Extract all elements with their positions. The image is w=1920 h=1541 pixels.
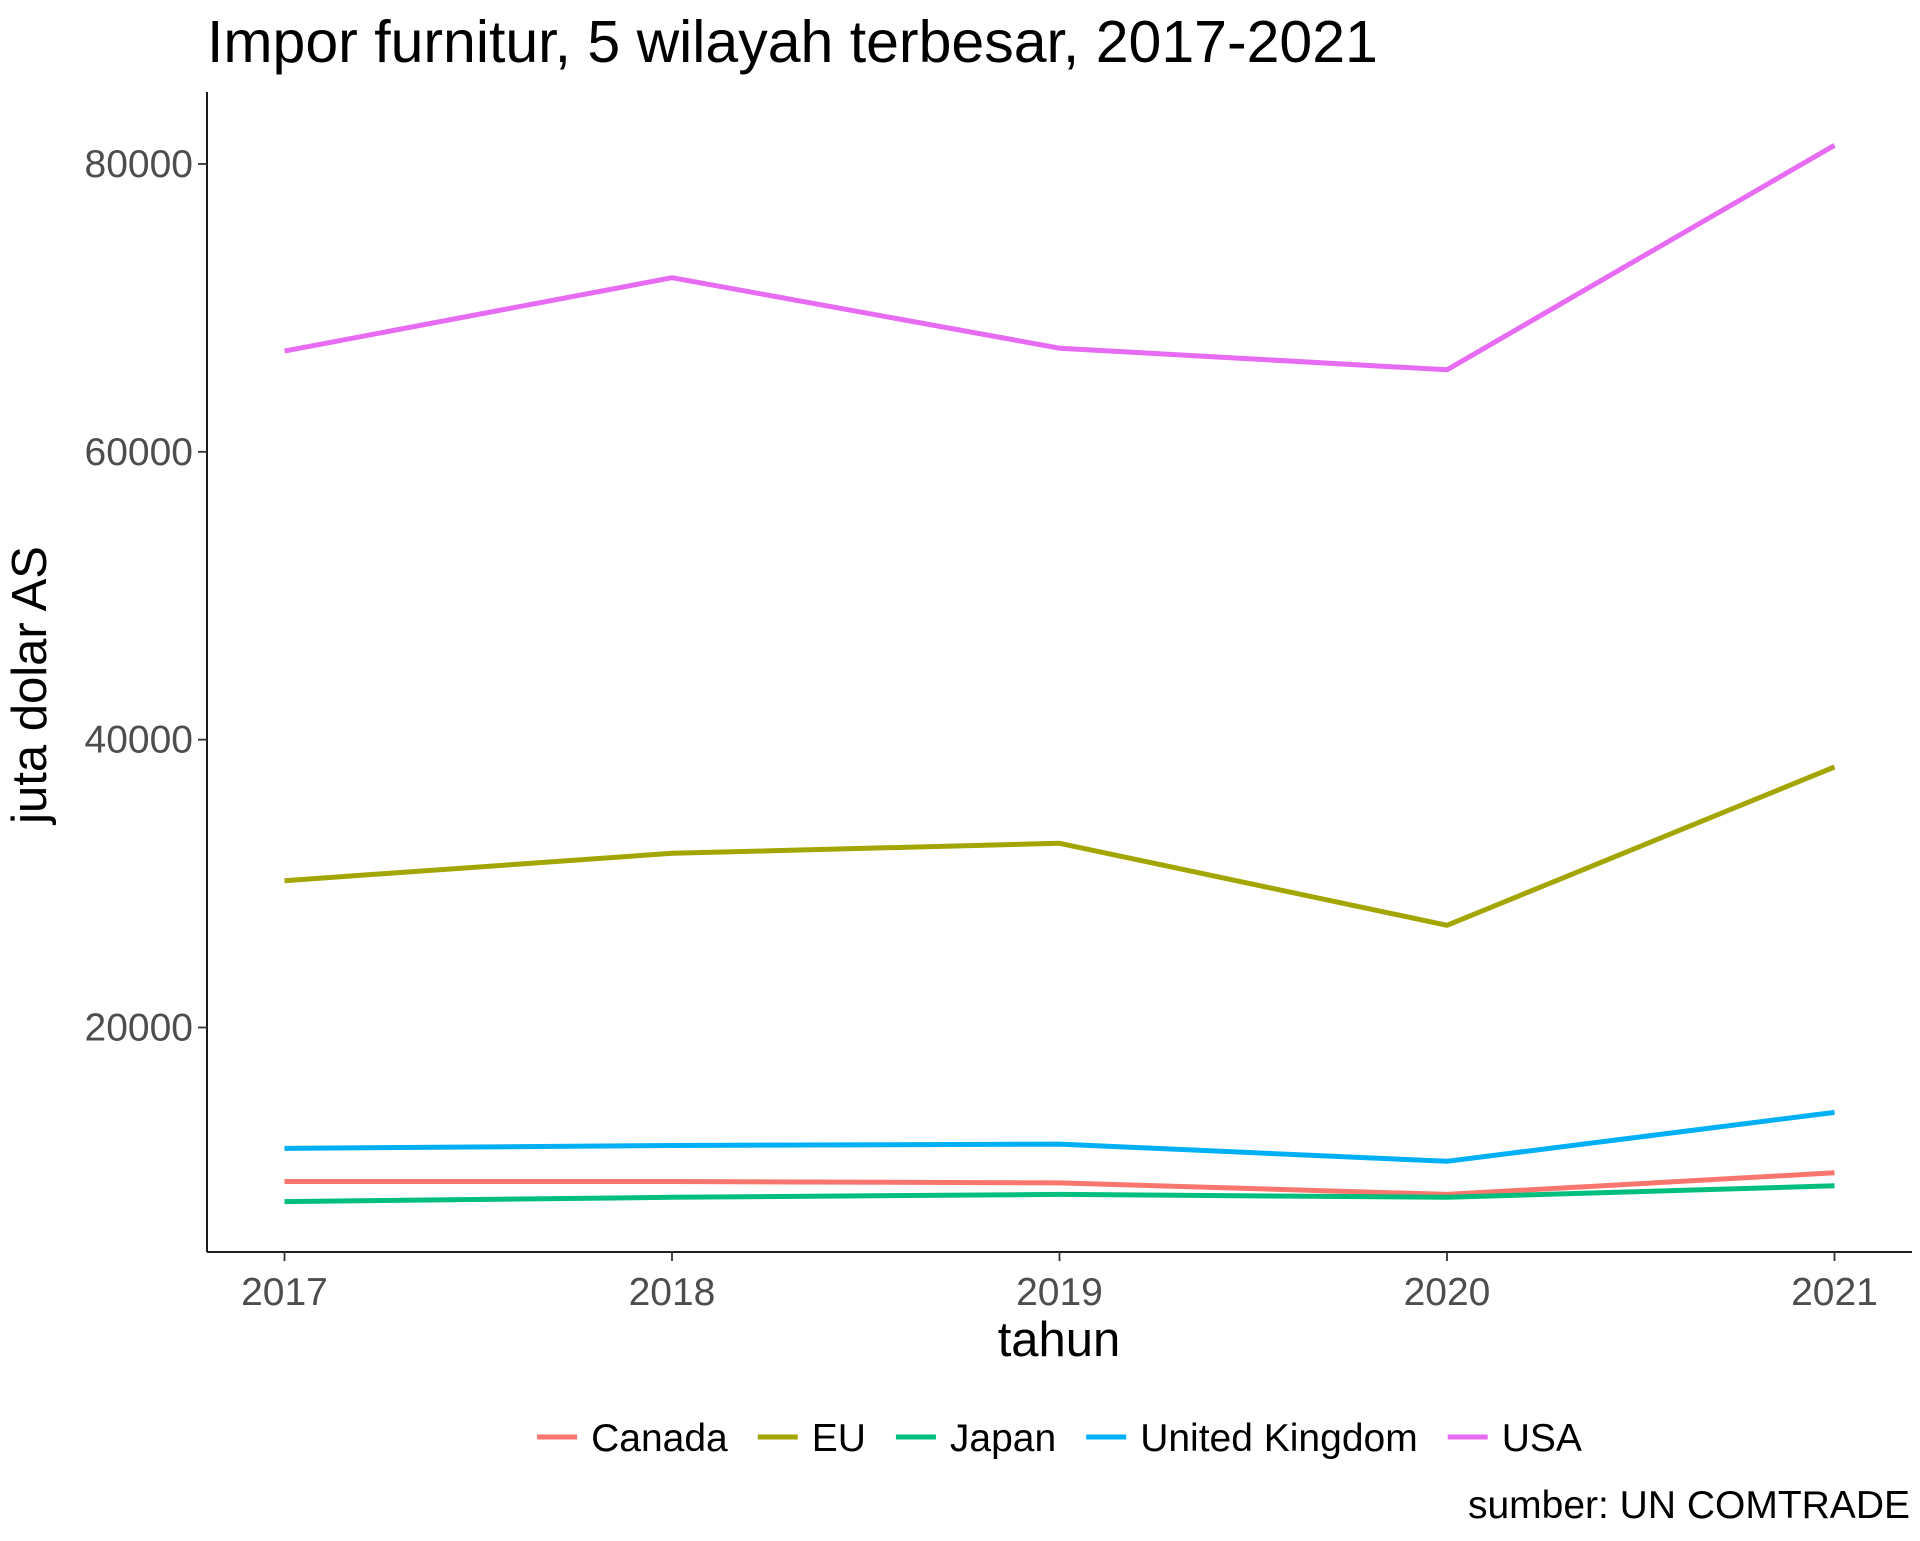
legend-label: Japan [950,1417,1056,1460]
y-tick-label: 20000 [85,1006,193,1049]
series-line-eu [284,764,1836,928]
x-tick-label: 2021 [1791,1271,1878,1314]
chart-title: Impor furnitur, 5 wilayah terbesar, 2017… [207,9,1378,75]
legend-item: USA [1447,1417,1582,1460]
series-line-canada [284,1170,1835,1197]
series-line-japan [284,1183,1835,1205]
legend-item: Canada [537,1417,728,1460]
y-axis-title: juta dolar AS [3,546,57,826]
x-tick-label: 2020 [1404,1271,1491,1314]
legend-label: United Kingdom [1140,1417,1418,1460]
legend-label: EU [812,1417,866,1460]
legend-label: Canada [591,1417,728,1460]
x-axis-title: tahun [998,1313,1121,1367]
x-axis: 2017 2018 2019 2020 2021 [241,1252,1878,1314]
x-tick-label: 2017 [241,1271,328,1314]
x-tick-label: 2019 [1016,1271,1103,1314]
legend-item: EU [757,1417,866,1460]
legend-label: USA [1502,1417,1582,1460]
y-axis: 20000 40000 60000 80000 [85,143,207,1049]
plot-area [206,92,1912,1253]
legend-item: Japan [895,1417,1056,1460]
series-line-usa [284,143,1836,373]
source-caption: sumber: UN COMTRADE [1468,1484,1910,1527]
legend: Canada EU Japan United Kingdom USA [537,1417,1582,1460]
legend-item: United Kingdom [1086,1417,1418,1460]
y-tick-label: 80000 [85,143,193,186]
y-tick-label: 60000 [85,431,193,474]
series-line-united-kingdom [284,1109,1835,1164]
y-tick-label: 40000 [85,719,193,762]
x-tick-label: 2018 [629,1271,716,1314]
